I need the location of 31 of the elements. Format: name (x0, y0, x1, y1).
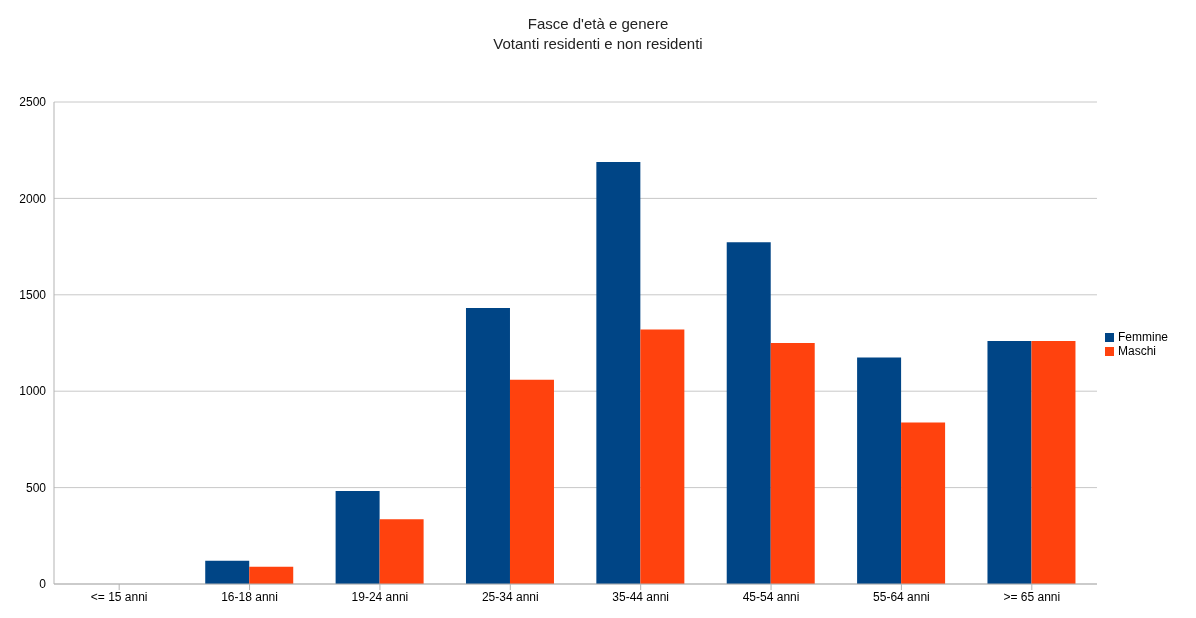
bar (205, 560, 250, 584)
bar (726, 242, 771, 584)
bar (1031, 341, 1076, 584)
y-tick-label: 1000 (19, 384, 47, 399)
y-tick-label: 500 (25, 480, 47, 495)
x-tick-label: 16-18 anni (221, 589, 278, 604)
bar (640, 329, 685, 584)
bar (987, 341, 1032, 584)
bar (901, 422, 946, 584)
y-tick-label: 2500 (19, 95, 47, 110)
x-tick-label: 55-64 anni (873, 589, 930, 604)
y-tick-label: 2000 (19, 191, 47, 206)
bar (249, 566, 294, 584)
x-tick-label: >= 65 anni (1003, 589, 1061, 604)
bar (857, 357, 902, 584)
chart-title: Fasce d'età e genere Votanti residenti e non residenti (492, 14, 704, 54)
legend-label: Maschi (1117, 344, 1156, 358)
x-tick-label: 25-34 anni (481, 589, 539, 604)
legend-label: Femmine (1117, 330, 1168, 344)
x-tick-label: <= 15 anni (90, 589, 148, 604)
bar (335, 491, 380, 584)
bar (770, 343, 815, 584)
bar (379, 519, 424, 584)
bar (465, 308, 510, 584)
x-tick-label: 45-54 anni (742, 589, 800, 604)
x-tick-label: 19-24 anni (351, 589, 409, 604)
bar (596, 161, 641, 584)
y-tick-label: 1500 (19, 288, 47, 303)
bar (509, 379, 554, 584)
x-tick-label: 35-44 anni (612, 589, 670, 604)
y-tick-label: 0 (39, 577, 47, 592)
